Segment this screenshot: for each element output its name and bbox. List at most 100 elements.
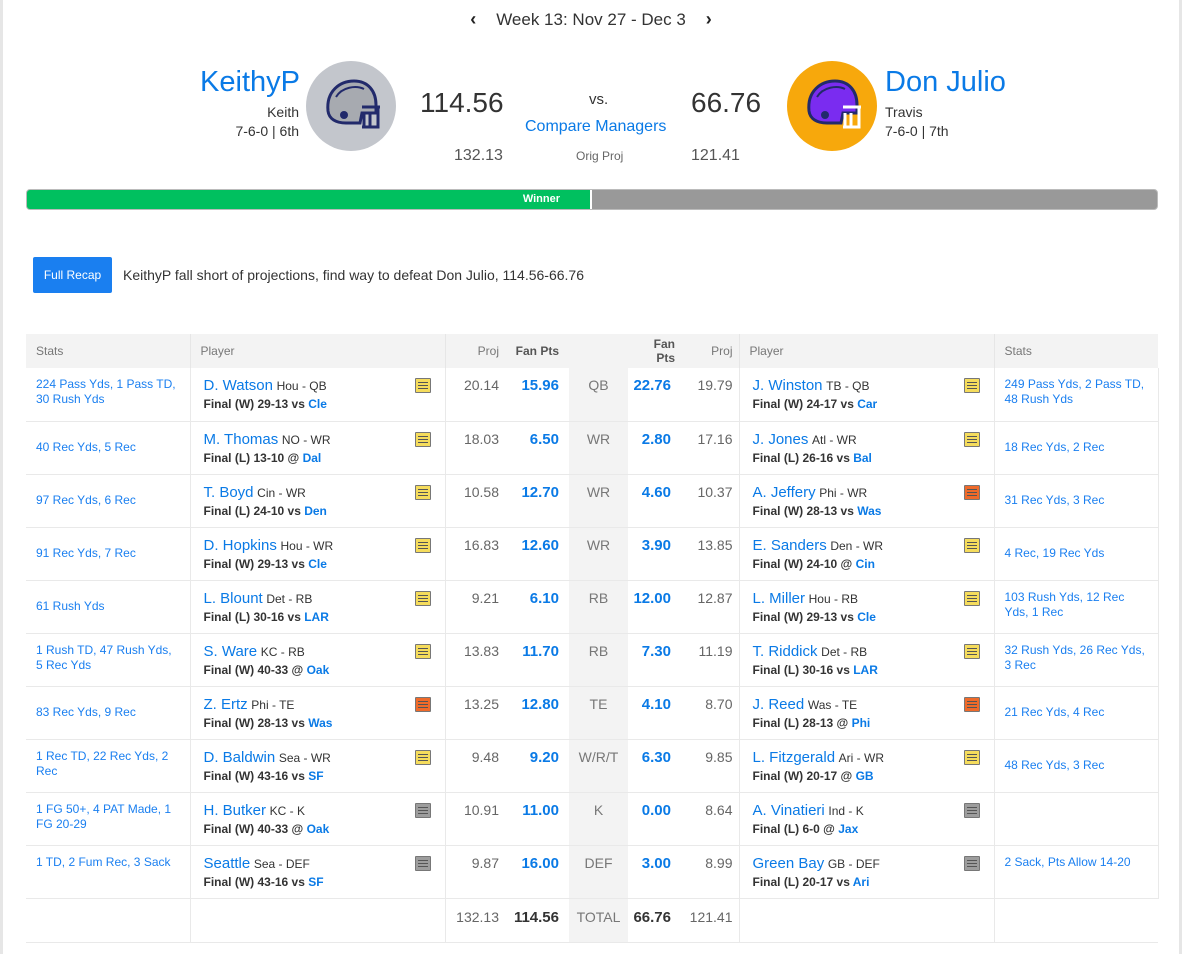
player-notes-icon[interactable] bbox=[414, 537, 431, 553]
stats-cell-l[interactable]: 1 TD, 2 Fum Rec, 3 Sack bbox=[26, 845, 191, 899]
opponent-link[interactable]: LAR bbox=[853, 662, 878, 677]
fan-pts-right[interactable]: 0.00 bbox=[628, 792, 681, 846]
opponent-link[interactable]: Cle bbox=[308, 556, 327, 571]
player-notes-icon[interactable] bbox=[414, 590, 431, 606]
stats-cell-r[interactable]: 4 Rec, 19 Rec Yds bbox=[994, 527, 1159, 581]
player-notes-icon[interactable] bbox=[963, 696, 980, 712]
fan-pts-right[interactable]: 4.10 bbox=[628, 686, 681, 740]
player-notes-icon[interactable] bbox=[414, 431, 431, 447]
fan-pts-left[interactable]: 12.80 bbox=[505, 686, 569, 740]
team1-helmet-avatar[interactable] bbox=[306, 61, 396, 151]
stats-cell-l[interactable]: 97 Rec Yds, 6 Rec bbox=[26, 474, 191, 528]
player-name[interactable]: Seattle bbox=[203, 854, 251, 872]
player-notes-icon[interactable] bbox=[963, 802, 980, 818]
player-name[interactable]: S. Ware bbox=[203, 642, 258, 660]
player-name[interactable]: L. Miller bbox=[752, 589, 806, 607]
opponent-link[interactable]: Cle bbox=[308, 397, 327, 411]
fan-pts-left[interactable]: 16.00 bbox=[505, 845, 569, 899]
player-name[interactable]: D. Watson bbox=[203, 377, 273, 394]
stats-cell-r[interactable]: 21 Rec Yds, 4 Rec bbox=[994, 686, 1159, 740]
player-name[interactable]: M. Thomas bbox=[203, 430, 279, 448]
player-notes-icon[interactable] bbox=[414, 749, 431, 765]
player-notes-icon[interactable] bbox=[963, 590, 980, 606]
player-name[interactable]: H. Butker bbox=[203, 801, 267, 819]
stats-cell-r[interactable]: 32 Rush Yds, 26 Rec Yds, 3 Rec bbox=[994, 633, 1159, 687]
stats-cell-l[interactable]: 83 Rec Yds, 9 Rec bbox=[26, 686, 191, 740]
fan-pts-right[interactable]: 4.60 bbox=[628, 474, 681, 528]
fan-pts-left[interactable]: 6.10 bbox=[505, 580, 569, 634]
opponent-link[interactable]: GB bbox=[855, 768, 874, 783]
player-notes-icon[interactable] bbox=[963, 537, 980, 553]
fan-pts-left[interactable]: 9.20 bbox=[505, 739, 569, 793]
stats-cell-l[interactable]: 1 Rush TD, 47 Rush Yds, 5 Rec Yds bbox=[26, 633, 191, 687]
opponent-link[interactable]: SF bbox=[308, 874, 324, 889]
stats-cell-l[interactable]: 91 Rec Yds, 7 Rec bbox=[26, 527, 191, 581]
player-notes-icon[interactable] bbox=[963, 484, 980, 500]
fan-pts-right[interactable]: 6.30 bbox=[628, 739, 681, 793]
fan-pts-right[interactable]: 12.00 bbox=[628, 580, 681, 634]
player-notes-icon[interactable] bbox=[963, 855, 980, 871]
player-notes-icon[interactable] bbox=[414, 802, 431, 818]
player-name[interactable]: Green Bay bbox=[752, 854, 825, 872]
opponent-link[interactable]: SF bbox=[308, 768, 324, 783]
fan-pts-left[interactable]: 12.70 bbox=[505, 474, 569, 528]
team2-helmet-avatar[interactable] bbox=[787, 61, 877, 151]
player-name[interactable]: D. Hopkins bbox=[203, 536, 277, 554]
stats-cell-l[interactable]: 1 FG 50+, 4 PAT Made, 1 FG 20-29 bbox=[26, 792, 191, 846]
chevron-left-icon[interactable]: ‹ bbox=[470, 9, 477, 29]
stats-cell-r[interactable]: 2 Sack, Pts Allow 14-20 bbox=[994, 845, 1159, 899]
compare-managers-link[interactable]: Compare Managers bbox=[525, 118, 667, 135]
stats-cell-l[interactable]: 1 Rec TD, 22 Rec Yds, 2 Rec bbox=[26, 739, 191, 793]
stats-cell-l[interactable]: 224 Pass Yds, 1 Pass TD, 30 Rush Yds bbox=[26, 368, 191, 422]
opponent-link[interactable]: Ari bbox=[852, 874, 870, 889]
player-name[interactable]: T. Boyd bbox=[203, 483, 254, 501]
player-notes-icon[interactable] bbox=[963, 749, 980, 765]
player-notes-icon[interactable] bbox=[963, 431, 980, 447]
opponent-link[interactable]: Bal bbox=[853, 450, 872, 465]
player-name[interactable]: L. Fitzgerald bbox=[752, 748, 836, 766]
fan-pts-left[interactable]: 6.50 bbox=[505, 421, 569, 475]
player-name[interactable]: L. Blount bbox=[203, 589, 263, 607]
player-name[interactable]: T. Riddick bbox=[752, 642, 818, 660]
fan-pts-right[interactable]: 22.76 bbox=[628, 368, 681, 422]
full-recap-button[interactable]: Full Recap bbox=[33, 257, 112, 293]
fan-pts-left[interactable]: 12.60 bbox=[505, 527, 569, 581]
opponent-link[interactable]: LAR bbox=[304, 609, 329, 624]
player-name[interactable]: J. Jones bbox=[752, 430, 809, 448]
stats-cell-l[interactable]: 61 Rush Yds bbox=[26, 580, 191, 634]
player-notes-icon[interactable] bbox=[414, 484, 431, 500]
stats-cell-l[interactable]: 40 Rec Yds, 5 Rec bbox=[26, 421, 191, 475]
player-name[interactable]: A. Jeffery bbox=[752, 483, 816, 501]
stats-cell-r[interactable]: 48 Rec Yds, 3 Rec bbox=[994, 739, 1159, 793]
opponent-link[interactable]: Was bbox=[308, 715, 333, 730]
player-notes-icon[interactable] bbox=[963, 378, 980, 393]
opponent-link[interactable]: Car bbox=[857, 397, 878, 411]
opponent-link[interactable]: Jax bbox=[838, 821, 859, 836]
opponent-link[interactable]: Cle bbox=[857, 609, 876, 624]
opponent-link[interactable]: Oak bbox=[306, 662, 330, 677]
stats-cell-r[interactable]: 103 Rush Yds, 12 Rec Yds, 1 Rec bbox=[994, 580, 1159, 634]
player-name[interactable]: A. Vinatieri bbox=[752, 801, 825, 819]
fan-pts-right[interactable]: 7.30 bbox=[628, 633, 681, 687]
opponent-link[interactable]: Oak bbox=[306, 821, 330, 836]
stats-cell-r[interactable] bbox=[994, 792, 1159, 846]
chevron-right-icon[interactable]: › bbox=[705, 9, 712, 29]
stats-cell-r[interactable]: 18 Rec Yds, 2 Rec bbox=[994, 421, 1159, 475]
opponent-link[interactable]: Den bbox=[304, 503, 327, 518]
team2-name[interactable]: Don Julio bbox=[885, 66, 1006, 98]
player-name[interactable]: Z. Ertz bbox=[203, 695, 248, 713]
team1-name[interactable]: KeithyP bbox=[200, 66, 300, 98]
player-name[interactable]: D. Baldwin bbox=[203, 748, 276, 766]
player-notes-icon[interactable] bbox=[414, 696, 431, 712]
stats-cell-r[interactable]: 249 Pass Yds, 2 Pass TD, 48 Rush Yds bbox=[994, 368, 1159, 422]
player-notes-icon[interactable] bbox=[963, 643, 980, 659]
fan-pts-left[interactable]: 11.00 bbox=[505, 792, 569, 846]
opponent-link[interactable]: Cin bbox=[855, 556, 875, 571]
player-name[interactable]: J. Winston bbox=[752, 377, 823, 394]
fan-pts-right[interactable]: 2.80 bbox=[628, 421, 681, 475]
fan-pts-right[interactable]: 3.90 bbox=[628, 527, 681, 581]
opponent-link[interactable]: Dal bbox=[302, 450, 322, 465]
fan-pts-left[interactable]: 11.70 bbox=[505, 633, 569, 687]
fan-pts-right[interactable]: 3.00 bbox=[628, 845, 681, 899]
player-notes-icon[interactable] bbox=[414, 378, 431, 393]
